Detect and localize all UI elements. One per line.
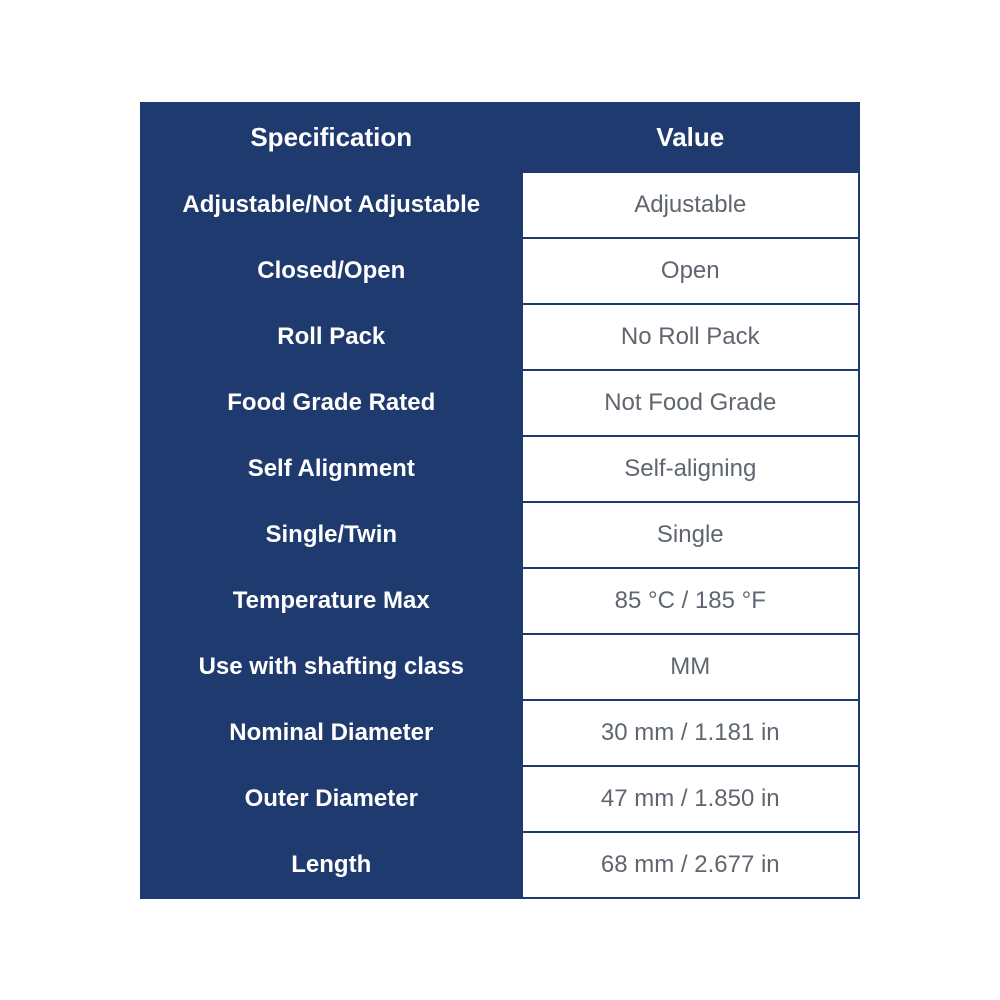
spec-value: 30 mm / 1.181 in: [522, 700, 859, 766]
spec-label: Use with shafting class: [141, 634, 522, 700]
spec-value: Not Food Grade: [522, 370, 859, 436]
header-value: Value: [522, 103, 859, 172]
spec-label: Food Grade Rated: [141, 370, 522, 436]
table-row: Length 68 mm / 2.677 in: [141, 832, 859, 898]
spec-label: Single/Twin: [141, 502, 522, 568]
spec-value: 85 °C / 185 °F: [522, 568, 859, 634]
table-row: Nominal Diameter 30 mm / 1.181 in: [141, 700, 859, 766]
spec-value: No Roll Pack: [522, 304, 859, 370]
header-specification: Specification: [141, 103, 522, 172]
table-row: Single/Twin Single: [141, 502, 859, 568]
table-row: Temperature Max 85 °C / 185 °F: [141, 568, 859, 634]
spec-value: 47 mm / 1.850 in: [522, 766, 859, 832]
table-row: Food Grade Rated Not Food Grade: [141, 370, 859, 436]
spec-label: Outer Diameter: [141, 766, 522, 832]
spec-value: Adjustable: [522, 172, 859, 238]
spec-value: Single: [522, 502, 859, 568]
table-header-row: Specification Value: [141, 103, 859, 172]
spec-label: Adjustable/Not Adjustable: [141, 172, 522, 238]
spec-label: Nominal Diameter: [141, 700, 522, 766]
table-row: Self Alignment Self-aligning: [141, 436, 859, 502]
spec-value: 68 mm / 2.677 in: [522, 832, 859, 898]
spec-value: Self-aligning: [522, 436, 859, 502]
spec-value: Open: [522, 238, 859, 304]
spec-label: Length: [141, 832, 522, 898]
table-row: Closed/Open Open: [141, 238, 859, 304]
table-row: Outer Diameter 47 mm / 1.850 in: [141, 766, 859, 832]
spec-label: Roll Pack: [141, 304, 522, 370]
spec-table: Specification Value Adjustable/Not Adjus…: [140, 102, 860, 899]
table-row: Roll Pack No Roll Pack: [141, 304, 859, 370]
spec-label: Self Alignment: [141, 436, 522, 502]
spec-label: Closed/Open: [141, 238, 522, 304]
spec-value: MM: [522, 634, 859, 700]
spec-label: Temperature Max: [141, 568, 522, 634]
spec-table-container: Specification Value Adjustable/Not Adjus…: [140, 102, 860, 899]
table-row: Use with shafting class MM: [141, 634, 859, 700]
table-row: Adjustable/Not Adjustable Adjustable: [141, 172, 859, 238]
